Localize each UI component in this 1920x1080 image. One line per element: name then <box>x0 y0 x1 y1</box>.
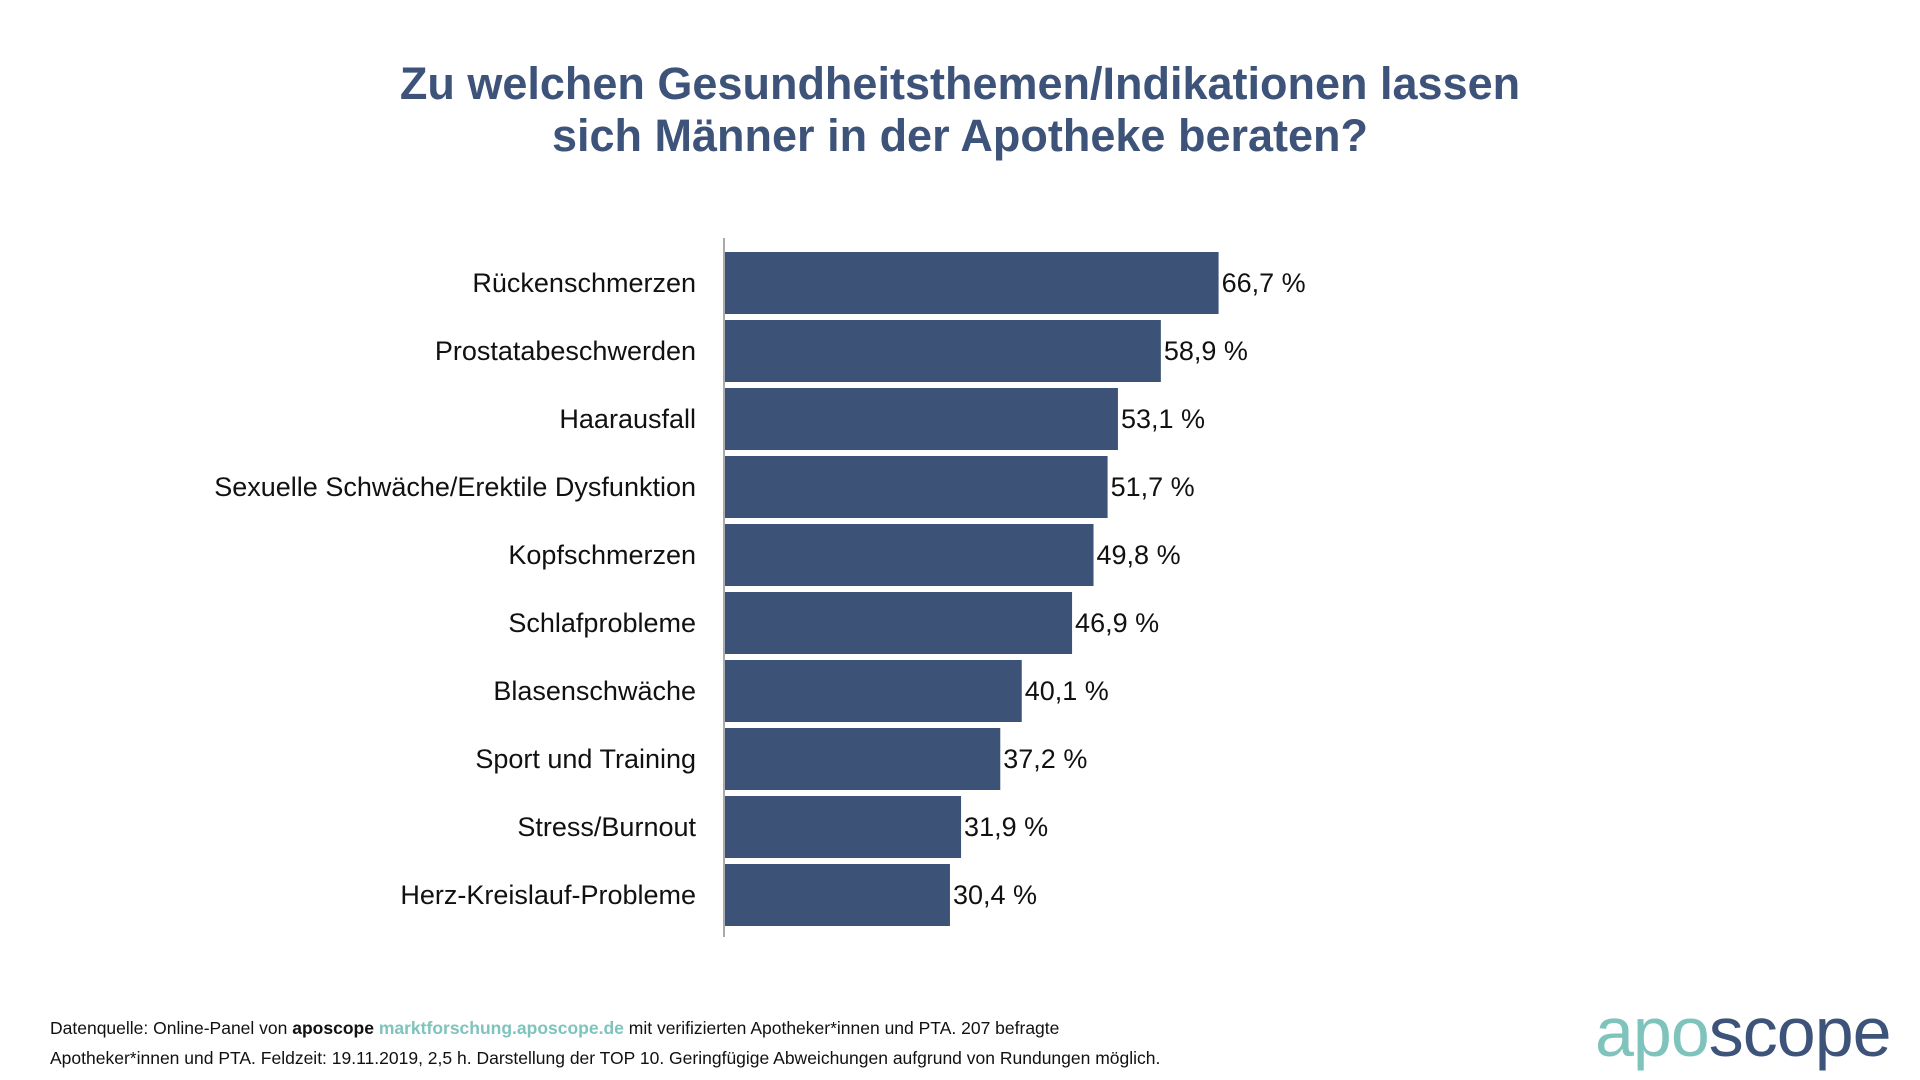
footnote-line-2: Apotheker*innen und PTA. Feldzeit: 19.11… <box>50 1048 1161 1068</box>
category-label: Prostatabeschwerden <box>435 336 696 366</box>
footnote-brand: aposcope <box>292 1018 374 1038</box>
bar <box>725 456 1108 518</box>
footnote-link[interactable]: marktforschung.aposcope.de <box>378 1018 624 1038</box>
category-label: Schlafprobleme <box>508 608 696 638</box>
bar <box>725 320 1161 382</box>
bar <box>725 252 1219 314</box>
footnote-prefix: Datenquelle: Online-Panel von <box>50 1018 293 1038</box>
aposcope-logo: aposcope <box>1595 997 1892 1067</box>
bar <box>725 796 962 858</box>
logo-part-scope: scope <box>1708 993 1892 1071</box>
category-label: Kopfschmerzen <box>508 540 696 570</box>
value-label: 53,1 % <box>1121 404 1205 434</box>
footnote-line-1: Datenquelle: Online-Panel von aposcope m… <box>50 1013 1350 1043</box>
value-label: 49,8 % <box>1097 540 1181 570</box>
bar <box>725 592 1073 654</box>
value-label: 51,7 % <box>1111 472 1195 502</box>
category-label: Sexuelle Schwäche/Erektile Dysfunktion <box>214 472 696 502</box>
category-label: Sport und Training <box>475 744 696 774</box>
category-label: Herz-Kreislauf-Probleme <box>400 880 696 910</box>
logo-part-apo: apo <box>1595 993 1710 1071</box>
value-label: 40,1 % <box>1025 676 1109 706</box>
footnote-line1-rest: mit verifizierten Apotheker*innen und PT… <box>623 1018 1060 1038</box>
value-label: 58,9 % <box>1164 336 1248 366</box>
chart-title-line-2: sich Männer in der Apotheke beraten? <box>552 110 1368 161</box>
value-label: 37,2 % <box>1003 744 1087 774</box>
bar <box>725 524 1094 586</box>
category-label: Stress/Burnout <box>517 812 696 842</box>
category-label: Haarausfall <box>559 404 696 434</box>
chart-title: Zu welchen Gesundheitsthemen/Indikatione… <box>160 58 1760 162</box>
bar <box>725 660 1022 722</box>
chart-title-line-1: Zu welchen Gesundheitsthemen/Indikatione… <box>399 58 1521 109</box>
value-label: 31,9 % <box>964 812 1048 842</box>
bar <box>725 388 1118 450</box>
value-label: 66,7 % <box>1222 268 1306 298</box>
bar <box>725 864 950 926</box>
category-label: Blasenschwäche <box>493 676 696 706</box>
value-label: 30,4 % <box>953 880 1037 910</box>
category-label: Rückenschmerzen <box>472 268 696 298</box>
bar <box>725 728 1001 790</box>
footnote: Datenquelle: Online-Panel von aposcope m… <box>50 1013 1350 1073</box>
value-label: 46,9 % <box>1075 608 1159 638</box>
